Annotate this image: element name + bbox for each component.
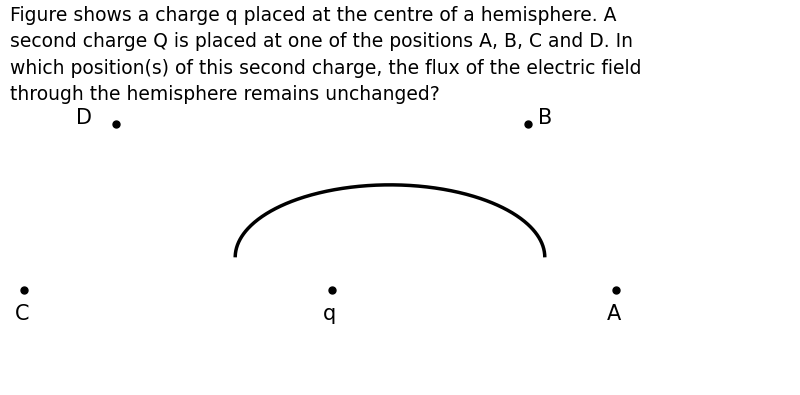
Text: B: B — [538, 109, 552, 128]
Text: A: A — [606, 304, 621, 324]
Text: Figure shows a charge q placed at the centre of a hemisphere. A
second charge Q : Figure shows a charge q placed at the ce… — [10, 6, 641, 104]
Text: D: D — [76, 109, 92, 128]
Text: C: C — [14, 304, 29, 324]
Text: q: q — [322, 304, 336, 324]
